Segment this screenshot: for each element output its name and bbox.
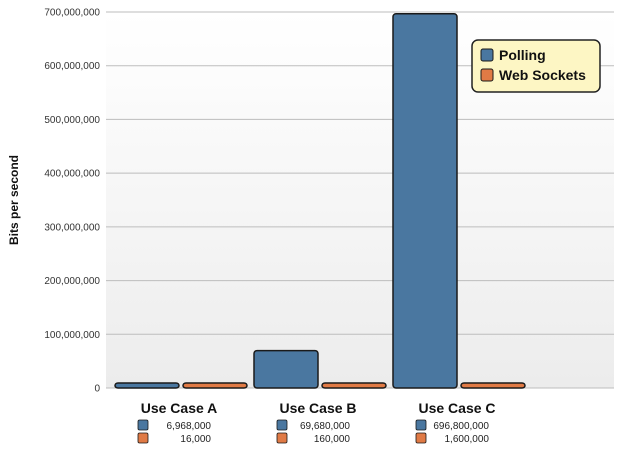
- legend: Polling Web Sockets: [471, 39, 601, 93]
- y-tick-label: 500,000,000: [44, 115, 100, 126]
- value-swatch-web-sockets: [415, 432, 427, 444]
- data-value-label: 1,600,000: [445, 434, 490, 445]
- y-tick-label: 700,000,000: [44, 8, 100, 19]
- value-swatch-polling: [137, 419, 149, 431]
- bar-polling: [392, 12, 458, 389]
- y-axis-label: Bits per second: [7, 155, 21, 245]
- category-label: Use Case A: [141, 400, 218, 416]
- y-tick-label: 200,000,000: [44, 276, 100, 287]
- y-tick-label: 300,000,000: [44, 222, 100, 233]
- y-tick-label: 600,000,000: [44, 61, 100, 72]
- bars: [114, 12, 526, 389]
- data-value-label: 6,968,000: [167, 421, 212, 432]
- legend-label-polling: Polling: [499, 47, 546, 63]
- data-value-label: 696,800,000: [433, 421, 489, 432]
- data-value-label: 69,680,000: [300, 421, 350, 432]
- bar-polling: [253, 349, 319, 389]
- bar-web-sockets: [182, 382, 248, 389]
- value-swatch-polling: [276, 419, 288, 431]
- legend-label-web-sockets: Web Sockets: [499, 67, 586, 83]
- y-tick-label: 0: [94, 384, 100, 395]
- y-tick-label: 100,000,000: [44, 330, 100, 341]
- value-swatch-web-sockets: [137, 432, 149, 444]
- bar-web-sockets: [321, 382, 387, 389]
- data-value-label: 16,000: [180, 434, 211, 445]
- value-swatch-polling: [415, 419, 427, 431]
- y-tick-label: 400,000,000: [44, 169, 100, 180]
- category-label: Use Case B: [279, 400, 356, 416]
- y-axis-ticks: 0 100,000,000 200,000,000 300,000,000 400,00…: [44, 8, 100, 395]
- data-value-label: 160,000: [314, 434, 351, 445]
- bar-polling: [114, 382, 180, 389]
- category-label: Use Case C: [418, 400, 495, 416]
- legend-swatch-web-sockets: [480, 68, 494, 82]
- value-swatch-web-sockets: [276, 432, 288, 444]
- bar-web-sockets: [460, 382, 526, 389]
- category-labels: Use Case A 6,968,000 16,000 Use Case B 69,68…: [137, 400, 496, 445]
- legend-swatch-polling: [480, 48, 494, 62]
- legend-box: [471, 39, 601, 93]
